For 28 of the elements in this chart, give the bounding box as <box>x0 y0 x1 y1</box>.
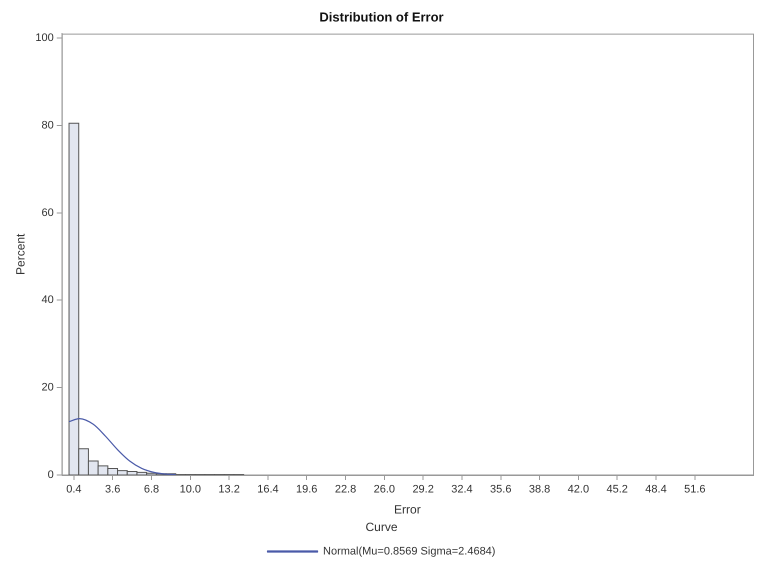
x-tick-label: 42.0 <box>568 484 590 496</box>
x-tick-label: 0.4 <box>66 484 82 496</box>
y-tick-label: 0 <box>48 469 54 482</box>
x-tick-label: 48.4 <box>645 484 667 496</box>
x-tick-label: 35.6 <box>490 484 512 496</box>
x-tick-label: 51.6 <box>684 484 706 496</box>
y-axis-title: Percent <box>14 232 28 275</box>
x-tick-label: 32.4 <box>451 484 473 496</box>
x-tick-label: 22.8 <box>334 484 356 496</box>
x-tick-label: 13.2 <box>218 484 240 496</box>
y-tick-label: 80 <box>42 119 54 132</box>
x-tick-label: 10.0 <box>180 484 202 496</box>
x-tick-label: 45.2 <box>606 484 628 496</box>
legend-label: Normal(Mu=0.8569 Sigma=2.4684) <box>323 546 496 558</box>
x-tick-label: 3.6 <box>105 484 120 496</box>
y-tick-label: 20 <box>42 382 54 394</box>
x-axis-title: Error <box>394 502 421 517</box>
y-tick-label: 60 <box>42 206 54 219</box>
y-tick-label: 100 <box>35 32 54 44</box>
y-tick-label: 40 <box>42 294 54 306</box>
chart-title: Distribution of Error <box>319 9 444 24</box>
x-tick-label: 26.0 <box>374 484 396 496</box>
x-tick-label: 38.8 <box>528 484 550 496</box>
legend-title: Curve <box>365 520 398 534</box>
x-tick-label: 19.6 <box>296 484 318 496</box>
x-tick-label: 16.4 <box>257 484 279 496</box>
x-tick-label: 29.2 <box>412 484 434 496</box>
x-tick-label: 6.8 <box>144 484 160 496</box>
